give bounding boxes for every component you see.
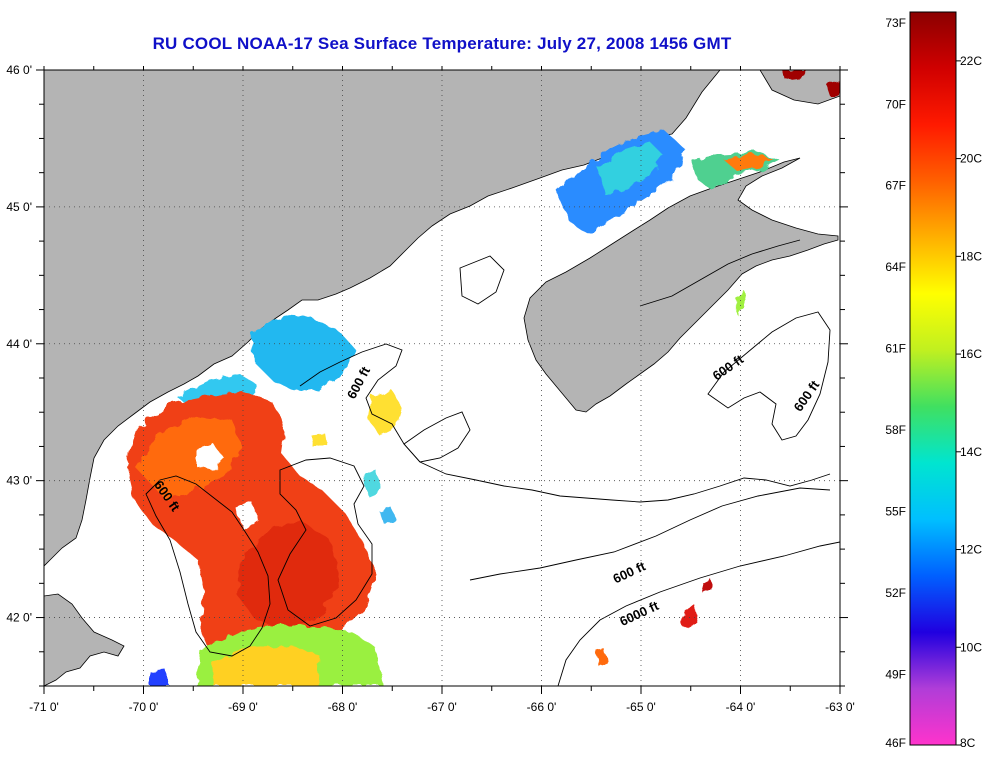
colorbar-f-label: 55F bbox=[885, 505, 906, 519]
sst-east-red-1 bbox=[682, 604, 698, 630]
colorbar-c-label: 18C bbox=[960, 249, 982, 263]
sst-minas-warm bbox=[724, 154, 772, 172]
lon-label: -68 0' bbox=[328, 700, 358, 714]
colorbar-f-label: 46F bbox=[885, 736, 906, 750]
lon-label: -70 0' bbox=[129, 700, 159, 714]
isobath-600-inner bbox=[145, 475, 271, 657]
longitude-labels: -71 0' -70 0' -69 0' -68 0' -67 0' -66 0' -65 … bbox=[29, 700, 855, 714]
colorbar-f-label: 58F bbox=[885, 423, 906, 437]
colorbar-c-label: 10C bbox=[960, 640, 982, 654]
lat-label: 43 0' bbox=[6, 474, 32, 488]
lon-label: -71 0' bbox=[29, 700, 59, 714]
colorbar-f-label: 49F bbox=[885, 667, 906, 681]
land-nova-scotia bbox=[523, 157, 839, 413]
land-pei-area bbox=[759, 70, 840, 105]
colorbar: 73F 70F 67F 64F 61F 58F 55F 52F 49F 46F 22C 20C 18C… bbox=[885, 11, 982, 750]
lon-label: -69 0' bbox=[228, 700, 258, 714]
isobath-600-georges bbox=[277, 457, 373, 627]
lon-label: -67 0' bbox=[427, 700, 457, 714]
lat-label: 45 0' bbox=[6, 200, 32, 214]
colorbar-f-label: 52F bbox=[885, 586, 906, 600]
sst-cape-blue bbox=[150, 670, 170, 686]
axis-ticks bbox=[36, 66, 848, 694]
isobath-6000 bbox=[557, 541, 840, 686]
colorbar-f-label: 70F bbox=[885, 97, 906, 111]
sst-small-cyan-2 bbox=[380, 508, 396, 524]
lon-label: -64 0' bbox=[726, 700, 756, 714]
isobaths bbox=[145, 239, 840, 686]
sst-small-cyan bbox=[362, 470, 382, 496]
sst-nw-darkred bbox=[782, 70, 806, 80]
latitude-labels: 46 0' 45 0' 44 0' 43 0' 42 0' bbox=[6, 63, 32, 625]
sst-georges-hot bbox=[238, 520, 340, 632]
sst-east-red-2 bbox=[702, 578, 712, 594]
map-title: RU COOL NOAA-17 Sea Surface Temperature:… bbox=[152, 34, 732, 53]
sst-georges-white bbox=[236, 502, 258, 530]
sst-small-yellow bbox=[312, 434, 328, 448]
colorbar-c-label: 12C bbox=[960, 543, 982, 557]
sst-ns-green bbox=[734, 290, 746, 316]
colorbar-f-label: 61F bbox=[885, 342, 906, 356]
sst-bay-white-hole bbox=[196, 444, 224, 470]
isobath-600-ne bbox=[639, 239, 801, 307]
sst-bay-yellow bbox=[368, 390, 402, 436]
colorbar-f-label: 67F bbox=[885, 179, 906, 193]
colorbar-c-label: 8C bbox=[960, 736, 976, 750]
sst-ne-darkred bbox=[826, 80, 840, 96]
lat-label: 42 0' bbox=[6, 611, 32, 625]
colorbar-fahrenheit-labels: 73F 70F 67F 64F 61F 58F 55F 52F 49F 46F bbox=[885, 16, 906, 750]
lon-label: -65 0' bbox=[626, 700, 656, 714]
sst-eastern-maine bbox=[252, 316, 356, 392]
colorbar-celsius-labels: 22C 20C 18C 16C 14C 12C 10C 8C bbox=[956, 54, 982, 750]
isobath-600-shelf bbox=[469, 487, 831, 581]
sst-south-yellow bbox=[212, 646, 320, 686]
sst-fundy-teal bbox=[598, 142, 664, 196]
land-cape-cod bbox=[44, 593, 125, 686]
isobath-600-basin bbox=[403, 411, 471, 463]
colorbar-f-label: 73F bbox=[885, 16, 906, 30]
colorbar-c-label: 16C bbox=[960, 347, 982, 361]
lat-label: 46 0' bbox=[6, 63, 32, 77]
colorbar-bar bbox=[909, 11, 957, 746]
lon-label: -63 0' bbox=[825, 700, 855, 714]
isobath-600-scotian bbox=[707, 311, 831, 441]
sst-east-orange bbox=[596, 648, 606, 666]
colorbar-c-label: 20C bbox=[960, 152, 982, 166]
colorbar-c-label: 14C bbox=[960, 445, 982, 459]
lon-label: -66 0' bbox=[527, 700, 557, 714]
sst-data bbox=[126, 70, 840, 686]
colorbar-f-label: 64F bbox=[885, 260, 906, 274]
lat-label: 44 0' bbox=[6, 337, 32, 351]
isobath-600-gulf bbox=[299, 343, 831, 503]
isobath-600-north bbox=[459, 255, 505, 305]
colorbar-c-label: 22C bbox=[960, 54, 982, 68]
